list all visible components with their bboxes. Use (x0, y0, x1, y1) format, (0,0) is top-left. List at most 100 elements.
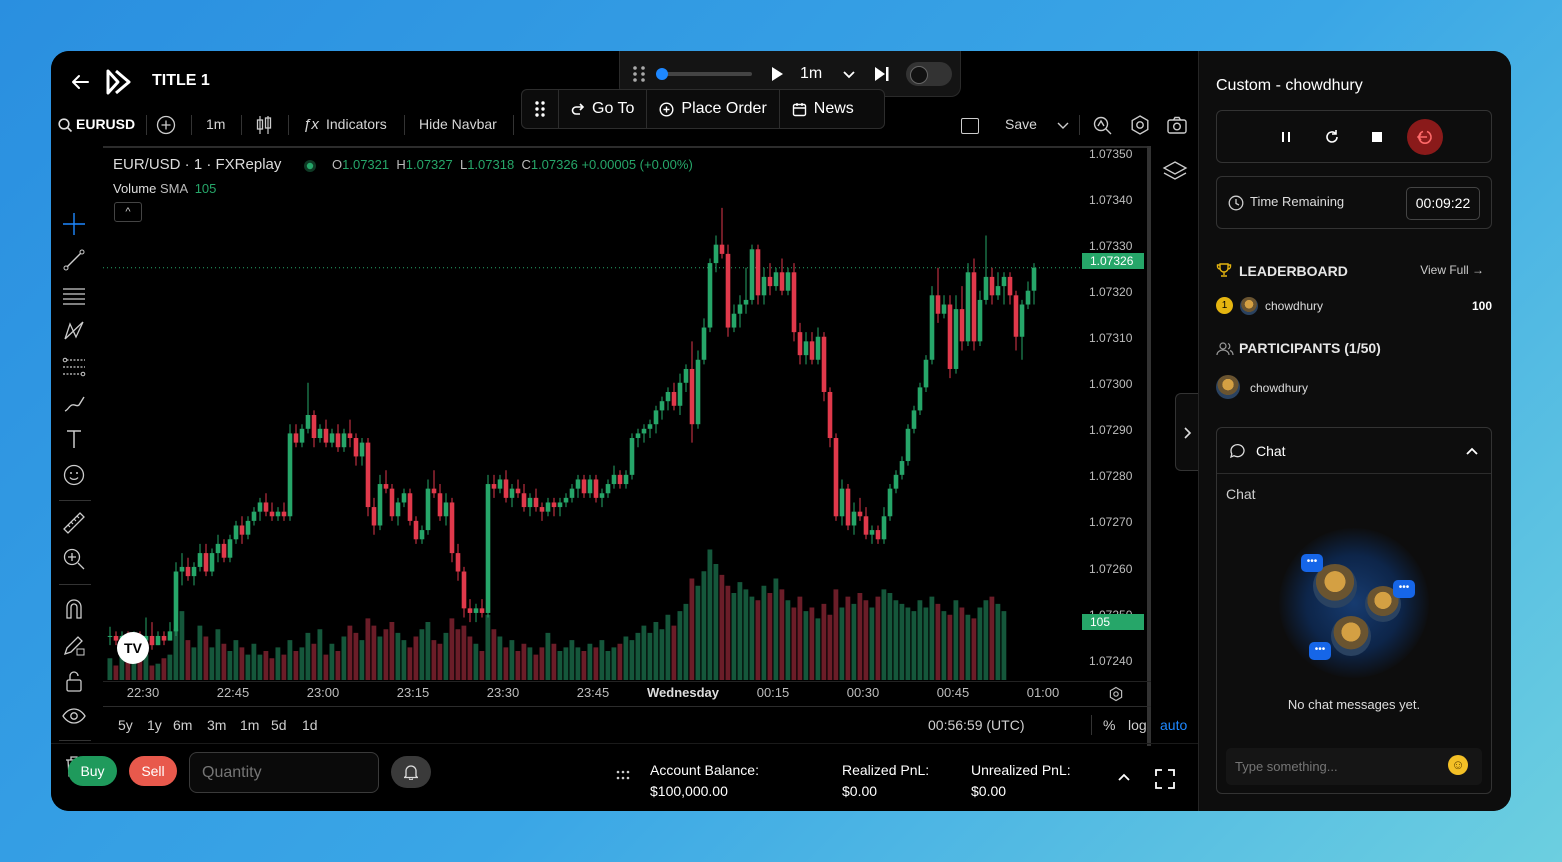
back-arrow-icon[interactable] (69, 71, 91, 93)
volume-bar (317, 629, 323, 680)
range-5d[interactable]: 5d (271, 717, 287, 733)
chevron-up-icon[interactable] (1465, 446, 1479, 456)
quick-search-icon[interactable] (1091, 114, 1113, 136)
candle (641, 424, 647, 443)
quantity-input[interactable] (189, 752, 379, 793)
replay-progress-track[interactable] (660, 72, 752, 76)
horizontal-lines-tool[interactable] (61, 282, 87, 308)
price-tick: 1.07260 (1089, 561, 1133, 576)
sell-button[interactable]: Sell (129, 756, 177, 786)
candle (1001, 272, 1007, 305)
chevron-up-icon[interactable] (1117, 772, 1131, 782)
chat-input[interactable] (1226, 748, 1482, 785)
place-order-button[interactable]: Place Order (647, 90, 780, 128)
replay-progress-knob[interactable] (656, 68, 668, 80)
candle (215, 534, 221, 563)
crosshair-tool[interactable] (61, 211, 87, 237)
stop-button[interactable] (1365, 125, 1389, 149)
camera-icon[interactable] (1166, 114, 1188, 136)
volume-bar (209, 647, 215, 680)
go-to-button[interactable]: Go To (559, 90, 648, 128)
top-bar: TITLE 1 1m Go To Place Order News (51, 51, 1198, 129)
candle (383, 470, 389, 494)
pattern-tool[interactable] (61, 318, 87, 344)
time-settings-icon[interactable] (1108, 686, 1124, 702)
pause-button[interactable] (1274, 125, 1298, 149)
range-5y[interactable]: 5y (118, 717, 133, 733)
candle (329, 428, 335, 448)
range-6m[interactable]: 6m (173, 717, 193, 733)
command-grip[interactable] (522, 90, 559, 128)
chart-pane[interactable] (103, 146, 1151, 706)
view-full-link[interactable]: View Full → (1420, 263, 1484, 277)
unlock-tool[interactable] (61, 668, 87, 694)
utc-clock[interactable]: 00:56:59 (UTC) (928, 717, 1025, 733)
skip-forward-icon[interactable] (874, 66, 890, 82)
lock-drawing-tool[interactable] (61, 632, 87, 658)
visibility-tool[interactable] (61, 703, 87, 729)
play-icon[interactable] (770, 66, 784, 82)
candle (551, 497, 557, 517)
candle (485, 474, 491, 618)
hide-navbar-button[interactable]: Hide Navbar (419, 116, 497, 132)
range-3m[interactable]: 3m (207, 717, 227, 733)
emoji-picker-icon[interactable]: ☺ (1448, 755, 1468, 775)
volume-bar (737, 582, 743, 680)
save-button[interactable]: Save (1005, 116, 1037, 132)
drag-grip-icon[interactable] (632, 65, 646, 83)
range-1m[interactable]: 1m (240, 717, 260, 733)
price-tick: 1.07280 (1089, 469, 1133, 484)
volume-bar (203, 636, 209, 680)
buy-button[interactable]: Buy (68, 756, 117, 786)
candle (761, 267, 767, 305)
volume-bar (143, 654, 149, 680)
range-1d[interactable]: 1d (302, 717, 318, 733)
time-scale[interactable]: 22:30 22:45 23:00 23:15 23:30 23:45 Wednesday 0… (103, 681, 1151, 705)
fullscreen-icon[interactable] (1154, 768, 1176, 790)
chevron-down-icon[interactable] (842, 67, 856, 81)
tradingview-logo-icon[interactable]: TV (117, 632, 149, 664)
range-1y[interactable]: 1y (147, 717, 162, 733)
price-tick: 1.07300 (1089, 377, 1133, 392)
fib-tool[interactable] (61, 354, 87, 380)
candle (653, 405, 659, 434)
chevron-down-icon[interactable] (1057, 120, 1069, 130)
restart-button[interactable] (1320, 125, 1344, 149)
alert-button[interactable] (391, 756, 431, 788)
exit-button[interactable] (1407, 119, 1443, 155)
indicators-button[interactable]: Indicators (326, 116, 387, 132)
emoji-tool[interactable] (61, 462, 87, 488)
session-controls (1216, 110, 1492, 163)
settings-icon[interactable] (1129, 114, 1151, 136)
candle (113, 631, 119, 646)
text-tool[interactable] (61, 426, 87, 452)
news-button[interactable]: News (780, 90, 866, 128)
add-symbol-icon[interactable] (156, 115, 176, 135)
ruler-tool[interactable] (61, 510, 87, 536)
layout-icon[interactable] (961, 118, 979, 134)
volume-bar (959, 607, 965, 680)
replay-toggle[interactable] (906, 62, 952, 86)
symbol-search[interactable]: EURUSD (76, 116, 136, 132)
search-icon[interactable] (58, 118, 73, 133)
collapse-legend-button[interactable]: ^ (114, 202, 142, 222)
log-toggle[interactable]: log (1128, 717, 1147, 733)
side-drawer-toggle[interactable] (1175, 393, 1199, 471)
replay-speed[interactable]: 1m (800, 65, 823, 82)
interval-button[interactable]: 1m (206, 116, 226, 132)
layers-icon[interactable] (1162, 160, 1188, 184)
zoom-tool[interactable] (61, 546, 87, 572)
chat-header[interactable]: Chat (1217, 428, 1491, 474)
candle (749, 244, 755, 305)
candlestick-icon[interactable] (256, 114, 272, 136)
auto-toggle[interactable]: auto (1160, 717, 1188, 733)
brush-tool[interactable] (61, 390, 87, 416)
pause-icon (1282, 132, 1290, 142)
price-scale[interactable]: 1.07350 1.07340 1.07330 1.07320 1.07310 1.073… (1081, 146, 1151, 706)
magnet-tool[interactable] (61, 596, 87, 622)
drag-dots-icon[interactable] (616, 770, 630, 780)
candle (881, 507, 887, 544)
percent-toggle[interactable]: % (1103, 717, 1116, 733)
candle (965, 263, 971, 346)
trend-line-tool[interactable] (61, 247, 87, 273)
